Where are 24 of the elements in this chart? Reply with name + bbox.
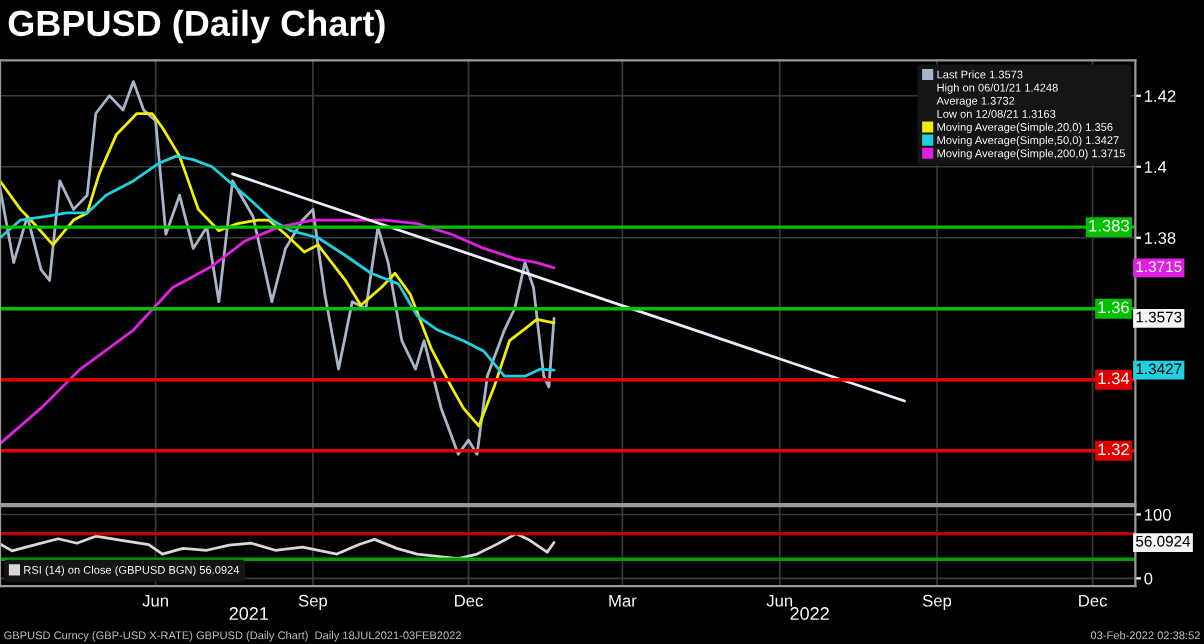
x-tick-label: Jun [142, 594, 168, 607]
y-tick-label: 0 [1144, 572, 1153, 585]
ref-line-label: 1.36 [1098, 301, 1129, 314]
x-tick-label: Dec [455, 594, 483, 607]
y-tick-label: 100 [1144, 508, 1171, 521]
ref-line-label: 1.383 [1089, 219, 1129, 232]
line-series [0, 532, 556, 560]
chart-title: GBPUSD (Daily Chart) [8, 9, 385, 44]
x-tick-label: Jun [766, 594, 793, 607]
x-tick-label: Dec [1079, 594, 1107, 607]
line-series [0, 112, 556, 428]
ref-line-label: 1.34 [1098, 372, 1130, 385]
x-tick-label: Sep [298, 594, 328, 610]
line-series [0, 154, 556, 378]
x-tick-label: Sep [922, 594, 952, 610]
y-tick-label: 1.38 [1144, 232, 1176, 244]
text: 2022 [790, 607, 829, 620]
y-tick-label: 1.4 [1144, 161, 1167, 173]
ref-line-label: 1.32 [1098, 443, 1129, 456]
y-tick-label: 1.42 [1144, 90, 1176, 102]
line-series [0, 80, 556, 456]
line-series [0, 218, 556, 446]
x-tick-label: Mar [609, 594, 637, 607]
text: 2021 [229, 607, 268, 620]
